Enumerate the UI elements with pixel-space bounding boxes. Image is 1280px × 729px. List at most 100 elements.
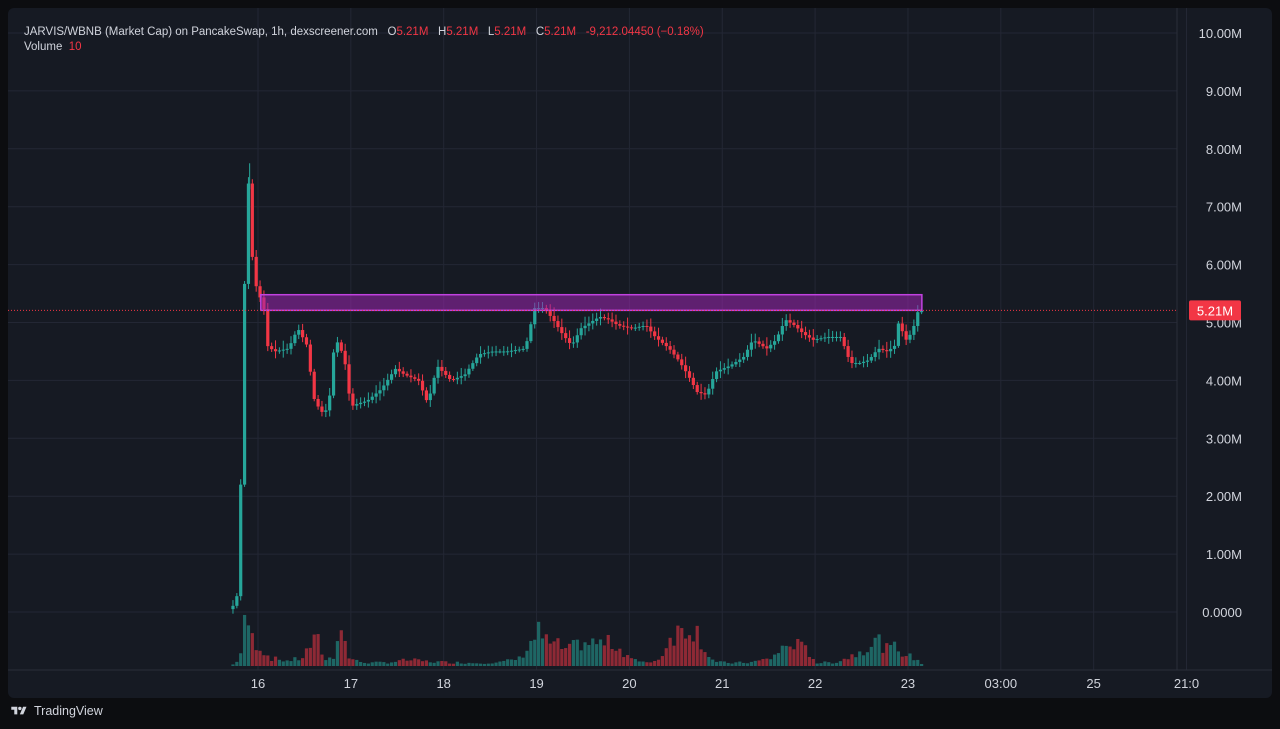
candle-body: [254, 256, 258, 287]
volume-bar: [235, 661, 239, 666]
candle-body: [711, 379, 715, 389]
candle-body: [258, 286, 262, 298]
volume-bar: [769, 659, 773, 666]
candle-body: [614, 321, 618, 325]
volume-bar: [591, 638, 595, 666]
volume-bar: [687, 635, 692, 666]
volume-bar: [409, 660, 413, 666]
volume-bar: [270, 660, 274, 666]
volume-bar: [405, 660, 409, 666]
candle-body: [370, 396, 374, 400]
candle-body: [401, 371, 405, 374]
candle-body: [266, 309, 270, 347]
candle-body: [386, 379, 390, 386]
volume-bar: [823, 661, 827, 666]
candle-body: [424, 390, 429, 401]
volume-bar: [877, 634, 881, 666]
volume-bar: [386, 663, 390, 666]
resistance-zone[interactable]: [260, 293, 923, 312]
volume-bar: [475, 663, 479, 666]
close-value: 5.21M: [544, 26, 577, 38]
volume-bar: [641, 661, 645, 666]
candle-body: [796, 325, 800, 329]
candlestick-chart[interactable]: 10.00M9.00M8.00M7.00M6.00M5.00M4.00M3.00…: [8, 8, 1272, 698]
candle-body: [730, 364, 734, 367]
candle-body: [912, 325, 916, 335]
volume-bar: [324, 660, 328, 666]
volume-bar: [684, 638, 688, 666]
candle-body: [761, 343, 765, 347]
volume-bar: [776, 653, 781, 666]
candle-body: [471, 363, 475, 369]
candle-body: [633, 327, 637, 329]
volume-bar: [831, 663, 835, 666]
candle-body: [803, 332, 808, 336]
volume-bar: [649, 662, 653, 666]
open-label: O: [387, 26, 397, 38]
volume-bar: [335, 641, 340, 666]
candle-body: [850, 356, 854, 364]
volume-bar: [374, 661, 378, 666]
volume-bar: [378, 661, 382, 666]
candle-body: [347, 364, 351, 394]
volume-bar: [583, 642, 587, 666]
tradingview-brand[interactable]: TradingView: [10, 704, 103, 718]
candle-body: [916, 312, 920, 326]
chart-legend: JARVIS/WBNB (Market Cap) on PancakeSwap,…: [24, 24, 704, 40]
volume-bar: [250, 633, 254, 666]
candle-body: [359, 402, 363, 405]
volume-bar: [765, 658, 769, 666]
candle-body: [892, 345, 897, 349]
x-tick-label: 20: [622, 676, 636, 691]
candle-body: [564, 333, 568, 339]
volume-bar: [540, 638, 545, 666]
candle-body: [409, 375, 413, 378]
candle-body: [328, 395, 332, 411]
volume-bar: [861, 655, 866, 666]
volume-bar: [819, 663, 823, 666]
candle-body: [656, 336, 661, 340]
volume-value: 10: [68, 41, 82, 53]
candle-body: [695, 385, 699, 393]
candle-body: [548, 311, 552, 316]
volume-bar: [869, 646, 873, 666]
candle-body: [413, 377, 417, 379]
volume-bar: [629, 658, 634, 666]
x-tick-label: 18: [436, 676, 450, 691]
candle-body: [494, 351, 498, 353]
x-tick-label: 25: [1086, 676, 1100, 691]
volume-bar: [293, 657, 297, 666]
volume-bar: [885, 643, 889, 666]
y-tick-label: 6.00M: [1206, 258, 1242, 273]
candle-body: [757, 341, 761, 344]
candle-body: [776, 334, 781, 342]
candle-body: [834, 336, 839, 338]
volume-bar: [397, 660, 401, 666]
low-value: 5.21M: [494, 26, 527, 38]
y-tick-label: 3.00M: [1206, 431, 1242, 446]
x-tick-label: 03:00: [985, 676, 1018, 691]
chart-panel[interactable]: 10.00M 9.00M 8.00M 7.00M 6.00M 5.00M 4.00M 3.00…: [8, 8, 1272, 698]
volume-bar: [239, 653, 243, 666]
candle-body: [428, 393, 432, 401]
candle-body: [649, 326, 653, 332]
volume-bar: [699, 649, 703, 666]
candle-body: [316, 398, 320, 407]
volume-bar: [478, 663, 483, 666]
volume-bar: [800, 641, 804, 666]
volume-bar: [653, 660, 657, 666]
volume-bar: [316, 634, 320, 666]
volume-bar: [602, 645, 606, 666]
price-badge: [1189, 300, 1241, 321]
volume-bar: [502, 660, 506, 666]
change-value: -9,212.04450 (−0.18%): [585, 26, 704, 38]
y-tick-label: 2.00M: [1206, 489, 1242, 504]
volume-bar: [598, 639, 603, 666]
volume-bar: [916, 659, 920, 666]
volume-bar: [301, 658, 305, 666]
volume-bar: [645, 662, 649, 666]
volume-bar: [560, 648, 564, 666]
volume-bar: [668, 637, 672, 666]
volume-bar: [703, 652, 707, 666]
candle-body: [393, 368, 398, 375]
